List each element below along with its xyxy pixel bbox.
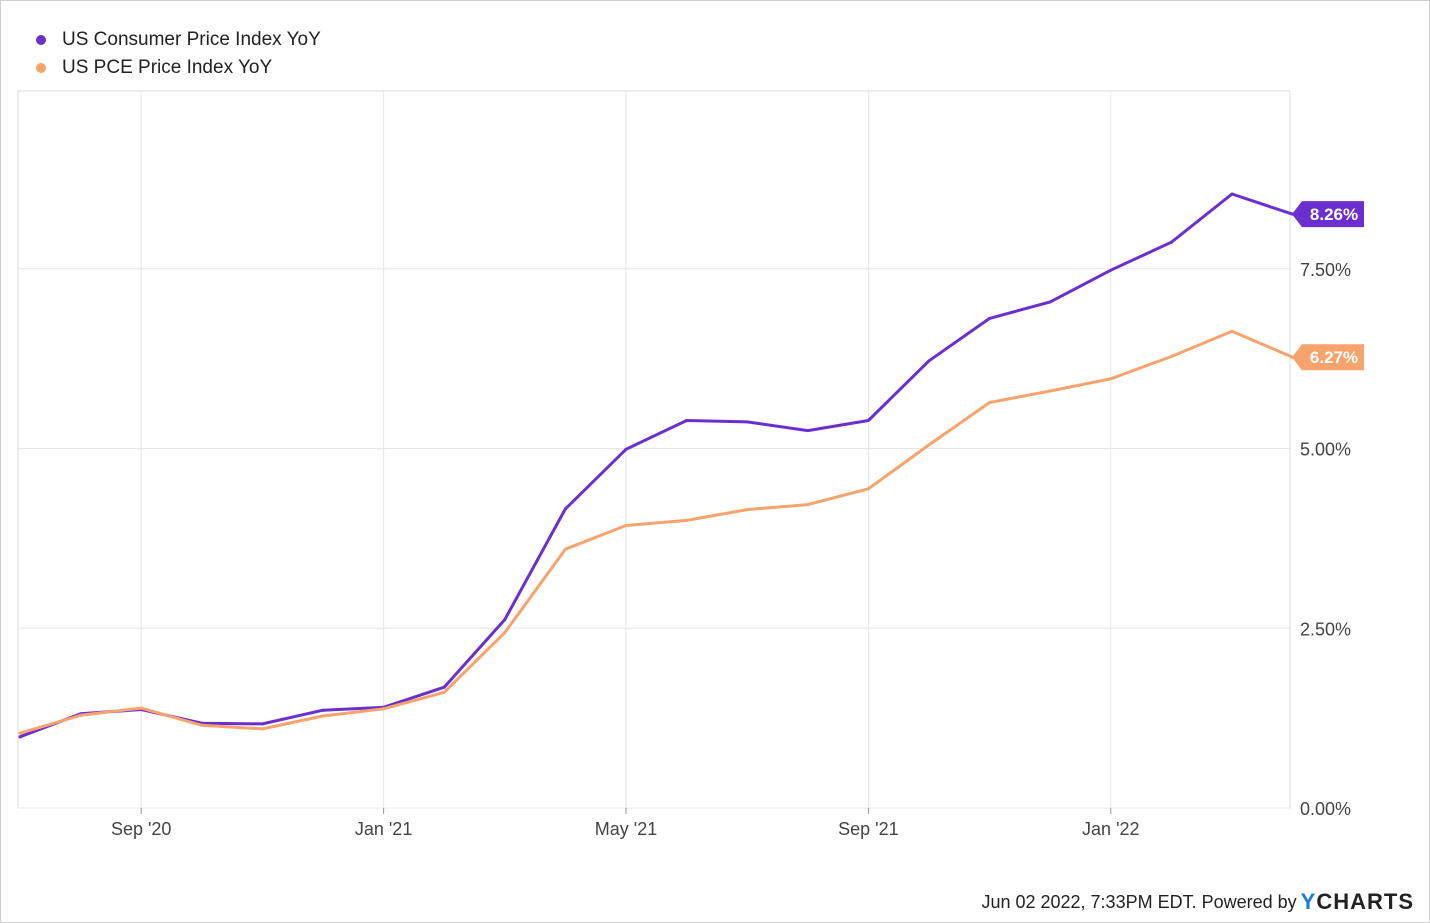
data-point-pce — [1230, 329, 1234, 333]
data-point-cpi — [1230, 192, 1234, 196]
data-point-cpi — [685, 418, 689, 422]
series-line-pce — [18, 329, 1295, 735]
data-point-cpi — [18, 735, 22, 739]
series-line-cpi — [18, 192, 1295, 739]
x-tick-label: Jan '21 — [355, 819, 412, 839]
data-point-cpi — [503, 618, 507, 622]
data-point-pce — [563, 547, 567, 551]
data-point-cpi — [624, 447, 628, 451]
data-point-pce — [200, 723, 204, 727]
data-point-pce — [927, 443, 931, 447]
data-point-pce — [1109, 377, 1113, 381]
data-point-cpi — [866, 418, 870, 422]
data-point-pce — [442, 690, 446, 694]
data-point-pce — [321, 714, 325, 718]
data-point-pce — [1169, 355, 1173, 359]
plot-area — [17, 90, 1291, 809]
last-value-label-pce: 6.27% — [1292, 344, 1364, 371]
x-tick-label: Jan '22 — [1082, 819, 1139, 839]
data-point-pce — [1048, 389, 1052, 393]
data-point-cpi — [1169, 240, 1173, 244]
data-point-pce — [685, 518, 689, 522]
legend-item-cpi[interactable]: US Consumer Price Index YoY — [36, 26, 321, 54]
legend-label-cpi: US Consumer Price Index YoY — [62, 29, 321, 50]
data-point-cpi — [988, 316, 992, 320]
footer: Jun 02 2022, 7:33PM EDT. Powered by Y CHA… — [981, 889, 1414, 915]
last-value-flag — [1292, 201, 1364, 228]
data-point-pce — [18, 731, 22, 735]
data-point-cpi — [1048, 300, 1052, 304]
data-point-pce — [139, 706, 143, 710]
data-point-cpi — [260, 722, 264, 726]
data-point-cpi — [927, 359, 931, 363]
ycharts-logo[interactable]: Y CHARTS — [1300, 889, 1414, 914]
last-value-text: 8.26% — [1310, 205, 1358, 224]
data-point-cpi — [745, 420, 749, 424]
data-point-pce — [260, 727, 264, 731]
y-tick-label: 5.00% — [1300, 440, 1351, 460]
data-point-cpi — [806, 429, 810, 433]
x-tick-label: May '21 — [595, 819, 657, 839]
legend: US Consumer Price Index YoY US PCE Price… — [36, 26, 321, 82]
y-tick-label: 0.00% — [1300, 799, 1351, 819]
x-tick-label: Sep '21 — [838, 819, 899, 839]
data-point-cpi — [563, 507, 567, 511]
legend-item-pce[interactable]: US PCE Price Index YoY — [36, 54, 321, 82]
data-point-pce — [79, 713, 83, 717]
legend-dot-cpi — [36, 35, 46, 45]
data-point-pce — [866, 487, 870, 491]
data-point-pce — [382, 707, 386, 711]
data-point-pce — [806, 503, 810, 507]
legend-label-pce: US PCE Price Index YoY — [62, 57, 273, 78]
data-point-pce — [503, 631, 507, 635]
y-tick-label: 2.50% — [1300, 619, 1351, 639]
data-point-cpi — [321, 708, 325, 712]
data-point-cpi — [442, 685, 446, 689]
last-value-text: 6.27% — [1310, 348, 1358, 367]
footer-timestamp: Jun 02 2022, 7:33PM EDT. Powered by — [981, 891, 1297, 912]
last-value-flag — [1292, 344, 1364, 371]
x-tick-label: Sep '20 — [111, 819, 172, 839]
data-point-pce — [988, 401, 992, 405]
data-point-pce — [624, 523, 628, 527]
data-point-cpi — [1109, 268, 1113, 272]
last-value-label-cpi: 8.26% — [1292, 201, 1364, 228]
legend-dot-pce — [36, 63, 46, 73]
data-point-pce — [745, 508, 749, 512]
y-tick-label: 7.50% — [1300, 260, 1351, 280]
